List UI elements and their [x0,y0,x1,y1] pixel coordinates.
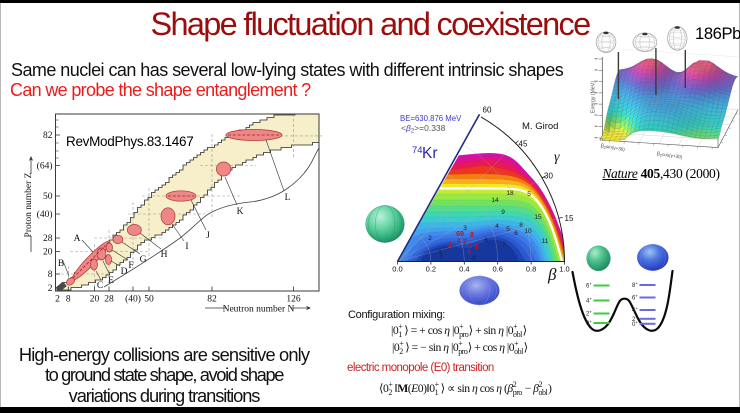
svg-text:8: 8 [470,232,474,239]
svg-text:β2sin(γ+30): β2sin(γ+30) [600,143,625,153]
svg-text:4: 4 [457,238,461,245]
svg-text:28: 28 [104,295,114,305]
svg-text:82: 82 [207,295,217,305]
svg-text:D: D [121,267,128,277]
svg-text:1: 1 [448,242,452,249]
svg-text:H: H [161,250,168,260]
svg-text:Kr: Kr [422,145,438,162]
svg-text:9: 9 [501,209,505,216]
svg-text:18: 18 [506,190,514,197]
svg-text:0+: 0+ [586,319,592,327]
svg-text:6: 6 [514,230,518,237]
svg-text:(40): (40) [125,294,141,305]
svg-text:4+: 4+ [586,297,592,305]
svg-text:1: 1 [438,249,442,256]
svg-text:(64): (64) [37,161,53,172]
svg-text:0.2: 0.2 [426,264,436,273]
svg-text:A: A [74,234,81,244]
svg-text:5: 5 [527,191,531,198]
svg-text:2: 2 [55,295,60,305]
svg-text:(40): (40) [37,209,53,220]
svg-text:14: 14 [491,197,499,204]
svg-text:2+: 2+ [632,315,638,323]
svg-text:0+: 0+ [632,320,638,328]
svg-text:γ: γ [554,150,560,165]
svg-text:Proton number Z: Proton number Z [24,172,34,237]
svg-text:82: 82 [43,131,53,141]
svg-text:K: K [237,207,244,217]
svg-text:J: J [206,231,210,241]
svg-text:β2cos(γ+30): β2cos(γ+30) [656,151,683,161]
svg-text:8: 8 [519,222,523,229]
svg-text:60: 60 [483,106,492,115]
svg-text:11: 11 [542,238,549,245]
svg-text:50: 50 [144,295,154,305]
svg-text:30: 30 [544,172,553,181]
svg-text:69: 69 [456,231,464,238]
svg-text:0.4: 0.4 [459,264,469,273]
svg-text:M. Girod: M. Girod [522,121,558,132]
svg-text:45: 45 [519,140,528,149]
svg-text:74: 74 [412,145,423,156]
svg-text:28: 28 [43,234,53,244]
svg-text:E: E [108,276,114,286]
svg-text:4+: 4+ [632,306,638,314]
svg-text:2: 2 [48,284,53,294]
svg-text:2: 2 [468,243,472,250]
svg-text:C: C [97,281,103,291]
svg-text:7: 7 [502,242,506,249]
svg-text:5: 5 [506,226,510,233]
svg-text:0.8: 0.8 [526,264,536,273]
svg-text:F: F [128,261,133,271]
svg-text:0.0: 0.0 [392,264,402,273]
svg-text:8: 8 [472,255,476,262]
svg-text:0.6: 0.6 [492,264,502,273]
svg-text:4: 4 [495,223,499,230]
svg-text:8: 8 [66,295,71,305]
svg-text:B: B [58,259,64,269]
svg-text:15: 15 [565,214,574,223]
svg-text:8: 8 [48,270,53,280]
svg-text:Energy (MeV): Energy (MeV) [591,81,597,113]
svg-text:β: β [547,265,557,284]
svg-text:8: 8 [475,244,479,251]
svg-text:7: 7 [463,239,467,246]
svg-text:6+: 6+ [586,282,592,290]
svg-text:50: 50 [43,192,53,202]
svg-text:2: 2 [428,235,432,242]
svg-text:RevModPhys.83.1467: RevModPhys.83.1467 [66,134,193,149]
svg-text:<β2>=0.338: <β2>=0.338 [401,123,446,135]
svg-text:10: 10 [524,228,532,235]
svg-text:3: 3 [467,249,471,256]
svg-text:3: 3 [439,253,443,260]
svg-text:6+: 6+ [632,294,638,302]
svg-text:I: I [185,242,188,252]
svg-text:G: G [140,255,147,265]
svg-text:L: L [285,193,291,203]
svg-text:2+: 2+ [586,310,592,318]
svg-text:20: 20 [90,295,100,305]
svg-text:20: 20 [43,248,53,258]
svg-text:Neutron number N: Neutron number N [223,304,295,314]
svg-text:3: 3 [463,225,467,232]
svg-text:1.0: 1.0 [559,264,569,273]
svg-text:8+: 8+ [632,281,638,289]
svg-text:15: 15 [534,214,542,221]
svg-text:6: 6 [484,237,488,244]
svg-text:126: 126 [286,295,301,305]
svg-text:BE=630.876 MeV: BE=630.876 MeV [400,114,462,123]
